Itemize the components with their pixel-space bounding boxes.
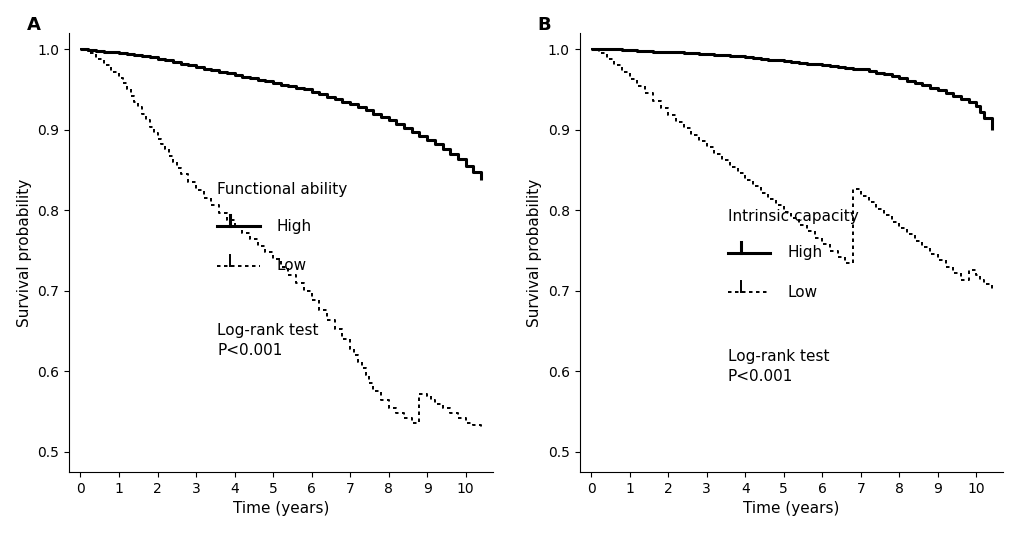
X-axis label: Time (years): Time (years) <box>743 502 839 516</box>
Text: Log-rank test
P<0.001: Log-rank test P<0.001 <box>217 323 318 358</box>
Text: Low: Low <box>787 285 816 300</box>
Y-axis label: Survival probability: Survival probability <box>527 179 542 327</box>
Text: High: High <box>787 245 821 260</box>
Text: B: B <box>537 15 550 34</box>
X-axis label: Time (years): Time (years) <box>232 502 329 516</box>
Y-axis label: Survival probability: Survival probability <box>16 179 32 327</box>
Text: Functional ability: Functional ability <box>217 182 347 197</box>
Text: High: High <box>276 219 312 234</box>
Text: Log-rank test
P<0.001: Log-rank test P<0.001 <box>728 349 828 384</box>
Text: Low: Low <box>276 258 307 273</box>
Text: A: A <box>26 15 41 34</box>
Text: Intrinsic capacity: Intrinsic capacity <box>728 209 858 224</box>
